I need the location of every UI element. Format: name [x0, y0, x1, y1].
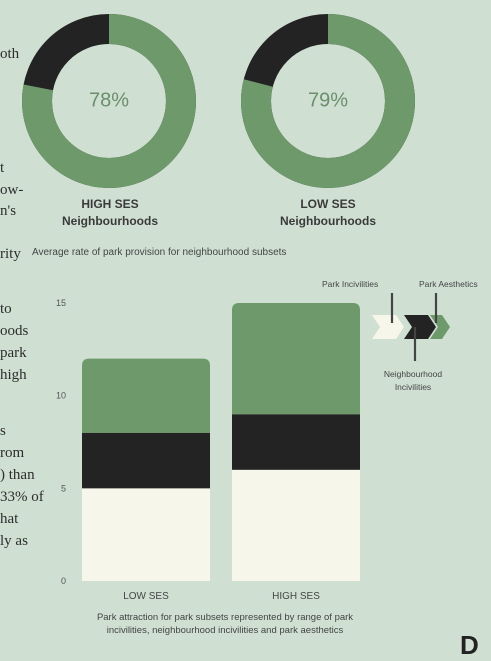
legend-neighbourhood-incivilities-label: Neighbourhood Incivilities — [370, 368, 456, 394]
legend-chevrons-icon — [372, 291, 472, 371]
stacked-bar-chart: 0 5 10 15 LOW SES HIGH SES — [0, 285, 380, 605]
bar-segment-park-incivilities — [82, 359, 210, 433]
legend-park-aesthetics-label: Park Aesthetics — [419, 279, 478, 289]
bar-segment-park-aesthetics — [232, 470, 360, 581]
bar-chart-caption-line1: Park attraction for park subsets represe… — [30, 611, 420, 624]
bar-segment-park-aesthetics — [82, 488, 210, 581]
side-word: t — [0, 157, 4, 179]
side-word: oth — [0, 43, 19, 65]
legend-park-incivilities-label: Park Incivilities — [322, 279, 378, 289]
bar-chart-caption: Park attraction for park subsets represe… — [30, 611, 420, 637]
ring-high-ses-label: HIGH SES Neighbourhoods — [30, 196, 190, 230]
ring-high-ses-percent: 78% — [22, 90, 196, 113]
ring-caption: Average rate of park provision for neigh… — [32, 247, 286, 258]
ring-low-ses-label: LOW SES Neighbourhoods — [248, 196, 408, 230]
y-tick-label: 0 — [61, 576, 66, 586]
side-word: n's — [0, 200, 16, 222]
legend-neighbourhood-line1: Neighbourhood — [370, 368, 456, 381]
x-category-label: LOW SES — [123, 591, 169, 602]
ring-low-ses: 79% — [241, 14, 415, 188]
y-tick-label: 5 — [61, 483, 66, 493]
bar-chart-caption-line2: incivilities, neighbourhood incivilities… — [30, 624, 420, 637]
y-tick-label: 15 — [56, 298, 66, 308]
bar-segment-neighbourhood-incivilities — [232, 414, 360, 470]
y-tick-label: 10 — [56, 391, 66, 401]
ring-high-ses-line2: Neighbourhoods — [30, 213, 190, 230]
ring-low-ses-line1: LOW SES — [248, 196, 408, 213]
side-word: rity — [0, 243, 21, 265]
bar-segment-neighbourhood-incivilities — [82, 433, 210, 489]
ring-high-ses: 78% — [22, 14, 196, 188]
ring-low-ses-line2: Neighbourhoods — [248, 213, 408, 230]
legend-neighbourhood-line2: Incivilities — [370, 381, 456, 394]
bar-segment-park-incivilities — [232, 303, 360, 414]
ring-high-ses-line1: HIGH SES — [30, 196, 190, 213]
x-category-label: HIGH SES — [272, 591, 320, 602]
side-word: ow- — [0, 179, 23, 201]
cropped-heading-letter: D — [460, 630, 479, 661]
ring-low-ses-percent: 79% — [241, 90, 415, 113]
